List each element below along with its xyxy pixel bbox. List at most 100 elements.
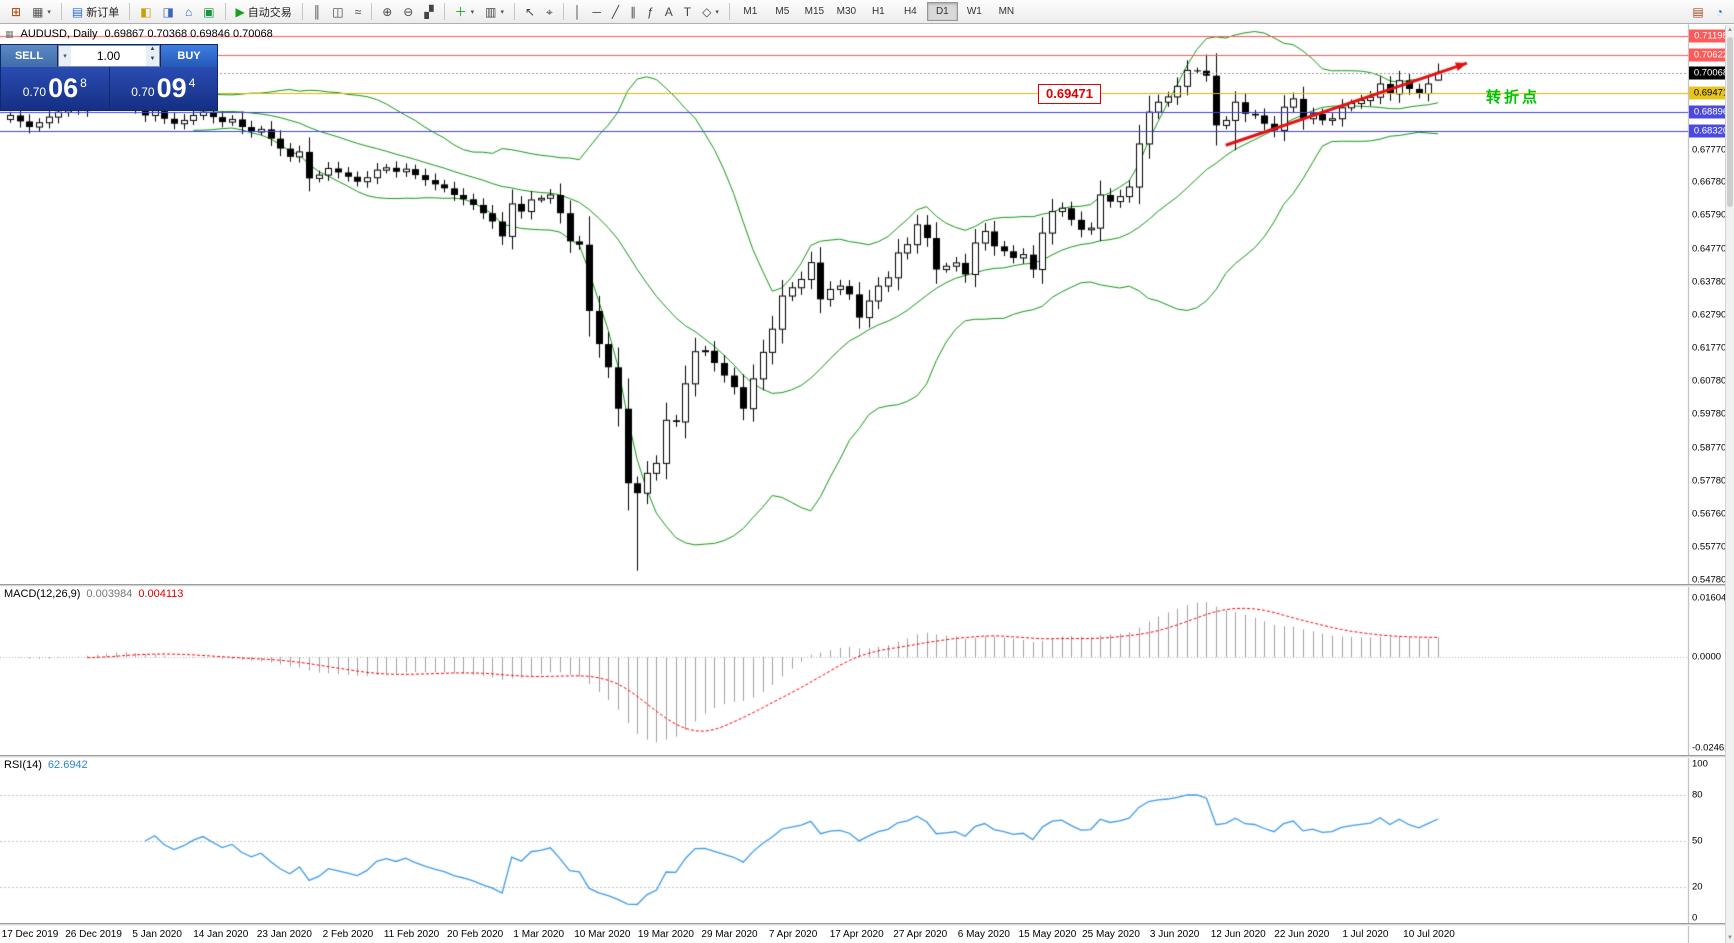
date-axis-label: 5 Jan 2020 [132,929,182,940]
trendline-button[interactable]: ╱ [607,1,624,23]
toolbar-group: ⊞ ▦ ▾ [4,1,58,23]
buy-button[interactable]: BUY [160,45,217,67]
timeframe-m1-button[interactable]: M1 [743,6,758,17]
channel-button[interactable]: ∥ [625,1,641,23]
tile-windows-icon: ▞ [424,4,434,19]
periods-icon: ▥ [485,4,497,19]
terminal-icon: ▣ [203,4,215,19]
scroll-down-icon[interactable]: ▼ [1727,935,1733,941]
profiles-button[interactable]: ▦ ▾ [27,1,56,23]
price-scale-label: 0.55770 [1692,541,1727,553]
terminal-button[interactable]: ▣ [198,1,219,23]
price-scale-label: 0.56760 [1692,508,1727,520]
timeframe-m5-button[interactable]: M5 [775,6,790,17]
price-scale-badge: 0.71198 [1689,29,1733,43]
autotrading-button[interactable]: ▶ 自动交易 [231,1,297,23]
date-axis-label: 1 Jul 2020 [1342,929,1389,940]
price-callout[interactable]: 0.69471 [1038,84,1101,104]
chevron-down-icon: ▾ [715,8,719,16]
new-order-icon: ▤ [71,4,84,19]
timeframe-d1-button[interactable]: D1 [926,2,958,21]
timeframe-m30-button[interactable]: M30 [836,6,857,17]
cursor-icon: ↖ [524,4,536,19]
volume-preset-dropdown-icon[interactable]: ▾ [59,46,71,66]
market-depth-button[interactable]: ▤ [1687,1,1708,23]
pane-splitter[interactable] [0,923,1734,926]
cursor-button[interactable]: ↖ [520,1,540,23]
toolbar-separator [371,3,373,20]
timeframe-h1-button[interactable]: H1 [871,6,885,17]
new-order-button[interactable]: ▤ 新订单 [67,1,124,23]
volume-input[interactable] [71,46,146,66]
rsi-scale-label: 50 [1692,835,1703,847]
navigator-button[interactable]: ⌂ [180,1,197,23]
timeframe-mn-button[interactable]: MN [998,6,1015,17]
timeframe-group: M1 M5 M15 M30 H1 H4 D1 W1 MN [733,2,1024,21]
date-axis-label: 3 Jun 2020 [1149,929,1200,940]
candlestick-chart-icon: ◫ [332,4,344,19]
text-button[interactable]: A [660,1,678,23]
timeframe-w1-button[interactable]: W1 [966,6,982,17]
zoom-out-button[interactable]: ⊖ [398,1,418,23]
price-scale-badge: 0.68896 [1689,105,1733,119]
timeframe-h4-button[interactable]: H4 [903,6,917,17]
pane-splitter[interactable] [0,584,1734,587]
timeframe-m15-button[interactable]: M15 [804,6,825,17]
price-scale-label: 0.59780 [1692,408,1727,420]
tile-windows-button[interactable]: ▞ [419,1,438,23]
line-chart-icon: ≈ [354,4,362,19]
toolbar-group: ║ ◫ ≈ [306,1,368,23]
shapes-button[interactable]: ◇ ▾ [697,1,724,23]
periods-button[interactable]: ▥ ▾ [480,1,509,23]
rsi-scale-label: 20 [1692,881,1703,893]
volume-control: ▾ ▲ ▼ [58,45,160,67]
price-scale-label: 0.65790 [1692,209,1727,221]
date-axis-label: 27 Apr 2020 [893,929,948,940]
bars-chart-button[interactable]: ║ [308,1,327,23]
toolbar-separator [728,3,730,20]
scroll-up-icon[interactable]: ▲ [1727,27,1733,33]
price-scale-badge: 0.68320 [1689,124,1733,138]
community-button[interactable]: ◔ [1711,1,1728,23]
zoom-in-button[interactable]: ⊕ [377,1,397,23]
crosshair-button[interactable]: ⌖ [541,1,558,23]
turning-point-label[interactable]: 转折点 [1486,89,1541,106]
vertical-line-button[interactable]: │ [569,1,587,23]
label-button[interactable]: T [679,1,696,23]
toolbar-separator [562,3,564,20]
new-chart-button[interactable]: ⊞ [6,1,26,23]
data-window-button[interactable]: ◨ [158,1,179,23]
crosshair-icon: ⌖ [546,4,553,19]
chart-title: ▦ AUDUSD, Daily 0.69867 0.70368 0.69846 … [5,28,273,40]
text-icon: A [664,4,673,19]
vertical-scrollbar[interactable]: ▲ ▼ [1725,25,1734,943]
rsi-name: RSI(14) [4,759,42,771]
navigator-icon: ⌂ [184,4,193,19]
line-chart-button[interactable]: ≈ [350,1,367,23]
pane-splitter[interactable] [0,755,1734,758]
horizontal-line-button[interactable]: ─ [587,1,606,23]
trendline-icon: ╱ [611,4,620,19]
chevron-down-icon: ▾ [47,8,51,16]
data-window-icon: ◨ [162,4,174,19]
fibonacci-button[interactable]: ƒ [642,1,659,23]
volume-up-icon[interactable]: ▲ [149,46,156,52]
new-chart-icon: ⊞ [11,4,22,19]
buy-price-big: 09 [156,73,187,103]
toolbar-separator [301,3,303,20]
volume-down-icon[interactable]: ▼ [149,56,156,62]
rsi-scale-label: 0 [1692,912,1698,924]
sell-button[interactable]: SELL [1,45,58,67]
price-scale-label: 0.54780 [1692,574,1727,586]
market-watch-button[interactable]: ◧ [135,1,156,23]
scrollbar-thumb[interactable] [1727,37,1733,207]
toolbar-group: ▶ 自动交易 [229,1,299,23]
indicators-button[interactable]: ＋ ▾ [450,1,480,23]
date-axis-label: 17 Dec 2019 [1,929,59,940]
buy-price[interactable]: 0.70 09 4 [109,67,217,110]
community-icon: ◔ [1715,4,1723,19]
toolbar-group: ＋ ▾ ▥ ▾ [448,1,511,23]
sell-price[interactable]: 0.70 06 8 [1,67,109,110]
candlestick-chart-button[interactable]: ◫ [327,1,348,23]
